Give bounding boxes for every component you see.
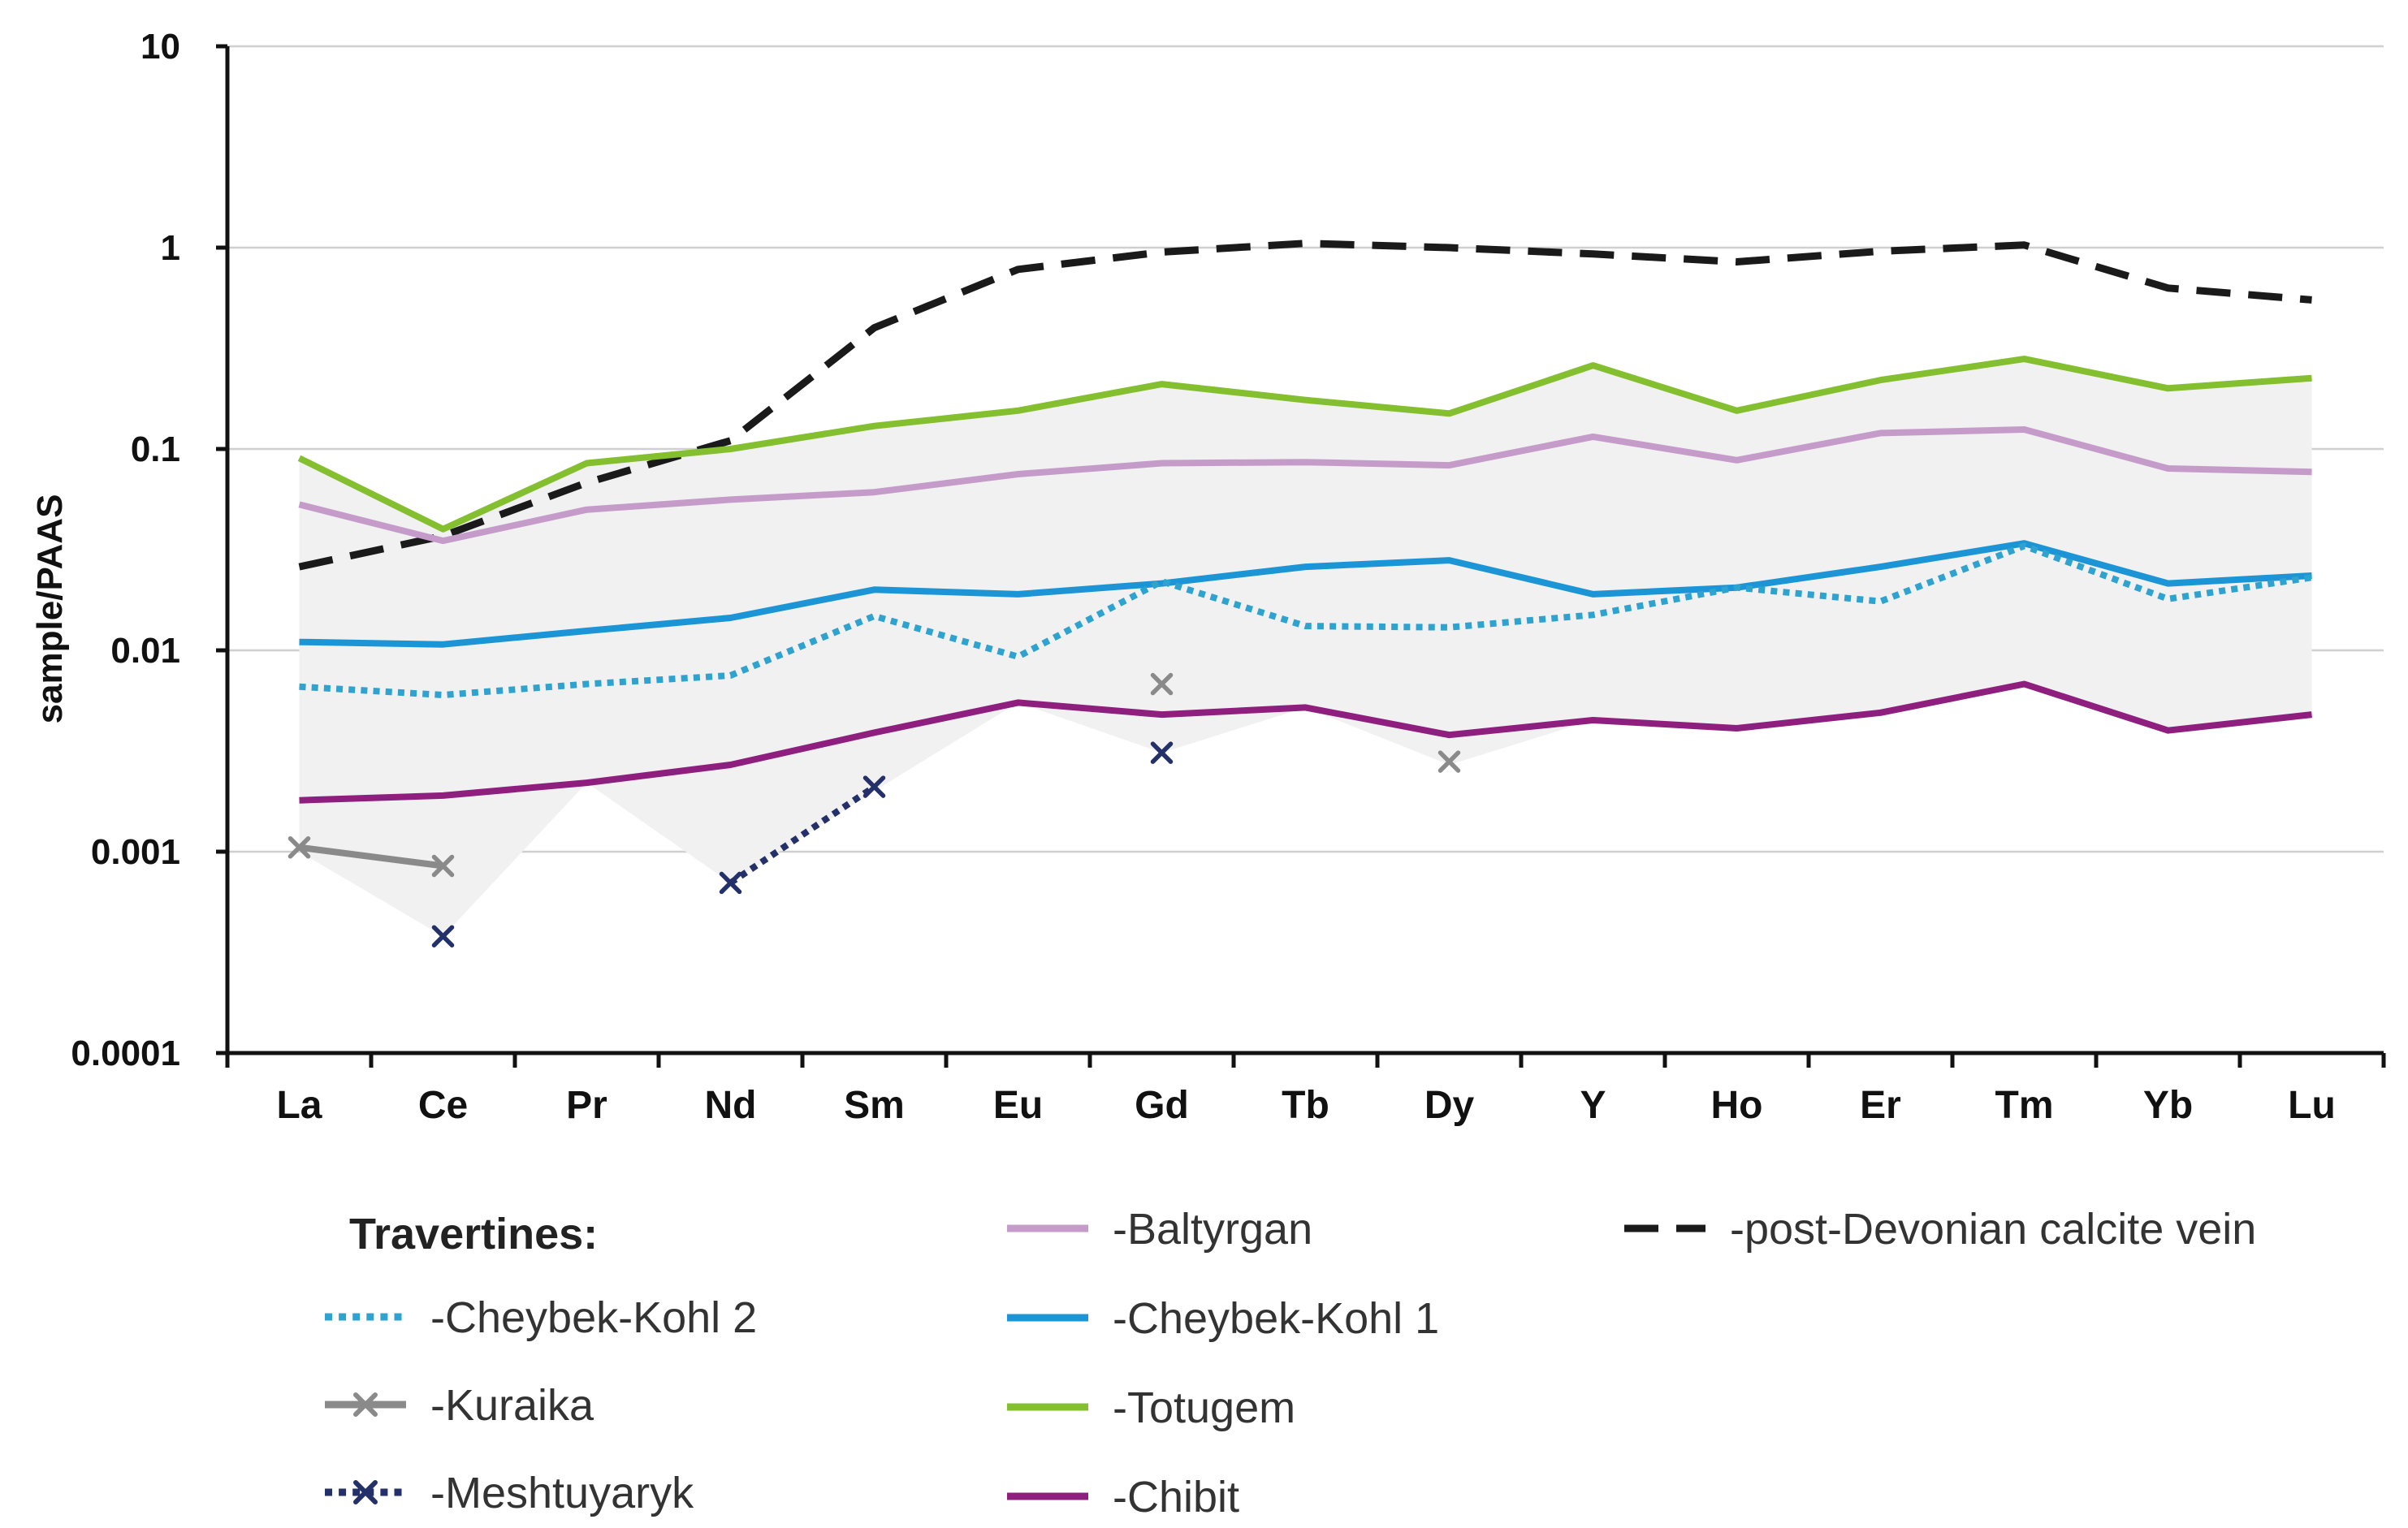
legend-label: -Baltyrgan [1113,1205,1312,1254]
x-tick-label: Sm [844,1084,905,1127]
legend-label: -Meshtuyaryk [430,1469,694,1517]
envelope-layer [299,359,2312,937]
data-point-marker [1150,741,1174,764]
legend-title: Travertines: [349,1210,598,1258]
series-cheybek-kohl-1 [299,540,2312,648]
y-tick-label: 1 [161,228,180,268]
series-chibit [299,680,2312,804]
series-line [299,542,2313,698]
data-point-marker [431,854,455,878]
data-point-marker [287,835,311,859]
series-line [298,426,2312,545]
x-tick-label: Ho [1711,1084,1763,1127]
legend: Travertines: -Cheybek-Kohl 2 -Kuraika -Mes… [325,1205,2256,1522]
legend-label: -post-Devonian calcite vein [1730,1205,2256,1254]
series-line [298,240,2312,571]
legend-item-cheybek-kohl-1: -Cheybek-Kohl 1 [1007,1294,1439,1343]
series-line [299,540,2312,648]
y-tick-label: 0.0001 [71,1034,180,1073]
y-axis-title: sample/PAAS [30,494,70,724]
x-tick-label: Yb [2143,1084,2193,1127]
series-post-devonian-calcite-vein [298,240,2312,571]
x-tick-label: Er [1860,1084,1901,1127]
data-point-marker [1150,672,1174,696]
legend-label: -Cheybek-Kohl 2 [430,1293,757,1342]
data-point-marker [862,775,886,798]
legend-item-post-devonian-calcite-vein: -post-Devonian calcite vein [1624,1205,2256,1254]
legend-swatch-marker [353,1392,378,1417]
series-layer [287,240,2313,947]
legend-item-baltyrgan: -Baltyrgan [1007,1205,1312,1254]
series-line [297,356,2312,533]
x-tick-label: Y [1580,1084,1606,1127]
data-point-marker [719,871,742,895]
x-tick-label: La [276,1084,322,1127]
x-tick-label: Pr [566,1084,607,1127]
range-envelope [299,359,2312,937]
legend-item-totugem: -Totugem [1007,1383,1295,1432]
legend-label: -Cheybek-Kohl 1 [1113,1294,1439,1343]
legend-item-kuraika: -Kuraika [325,1381,594,1430]
series-meshtuyaryk [431,741,1174,947]
series-totugem [297,356,2312,533]
series-line [299,680,2312,804]
legend-item-meshtuyaryk: -Meshtuyaryk [325,1469,694,1517]
series-line [298,844,444,870]
data-point-marker [1437,750,1461,773]
x-tick-label: Ce [418,1084,468,1127]
legend-item-chibit: -Chibit [1007,1473,1239,1522]
x-tick-label: Tm [1995,1084,2054,1127]
y-tick-label: 0.1 [131,429,180,469]
series-baltyrgan [298,426,2312,545]
y-tick-label: 0.01 [110,631,180,671]
x-tick-label: Nd [705,1084,757,1127]
legend-label: -Totugem [1113,1383,1295,1432]
legend-swatch-marker [353,1480,378,1504]
y-tick-label: 10 [141,27,180,67]
legend-item-cheybek-kohl-2: -Cheybek-Kohl 2 [325,1293,757,1342]
data-point-marker [431,925,455,947]
x-tick-label: Dy [1424,1084,1475,1127]
x-tick-label: Gd [1135,1084,1189,1127]
series-line [728,783,876,886]
axes: 10 1 0.1 0.01 0.001 0.0001 La Ce Pr Nd Sm Eu Gd Tb Dy Y… [71,27,2386,1127]
legend-label: -Kuraika [430,1381,594,1430]
legend-label: -Chibit [1113,1473,1239,1522]
series-cheybek-kohl-2 [299,542,2313,698]
y-tick-label: 0.001 [91,832,180,872]
series-kuraika [287,672,1461,878]
x-tick-label: Lu [2288,1084,2336,1127]
x-tick-label: Eu [993,1084,1043,1127]
x-tick-label: Tb [1282,1084,1329,1127]
